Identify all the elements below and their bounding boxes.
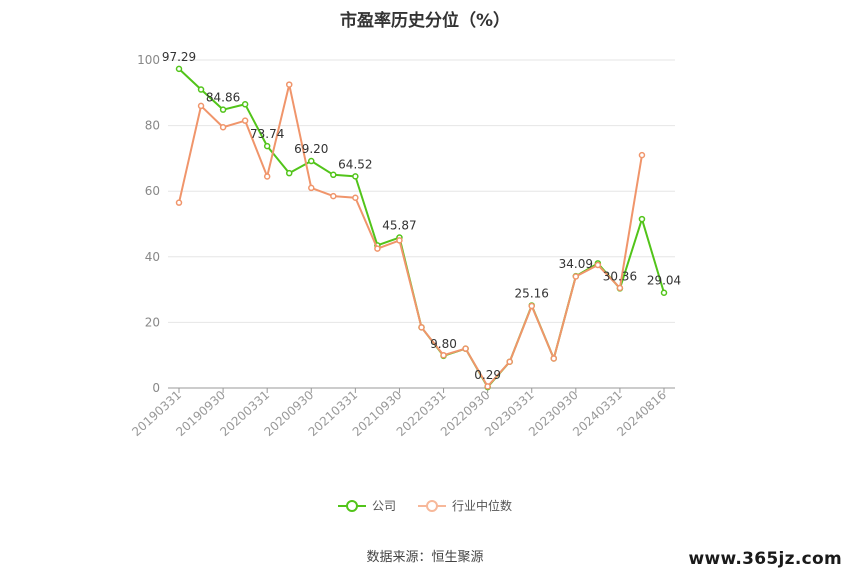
industry-median-series-point (197, 102, 205, 110)
y-tick-label: 40 (145, 250, 160, 264)
industry-median-series-point (285, 81, 293, 88)
company-series-point (330, 171, 337, 179)
industry-median-series-point (308, 184, 315, 192)
data-label: 45.87 (382, 219, 416, 233)
industry-median-series-point (572, 273, 580, 280)
watermark: www.365jz.com (688, 549, 842, 569)
industry-median-series-point (528, 302, 535, 310)
data-labels: 97.29 84.86 73.74 69.20 64.52 45.87 9.80 0.29 25… (162, 50, 681, 382)
industry-median-series-point (484, 383, 491, 390)
legend-swatch-company (337, 499, 366, 513)
industry-median-series-point (616, 284, 624, 292)
industry-median-series-point (330, 192, 337, 200)
industry-median-series-point (352, 194, 359, 202)
y-tick-label: 80 (145, 119, 160, 133)
industry-median-series-point (374, 245, 381, 252)
data-source: 数据来源：恒生聚源 (366, 550, 484, 565)
company-series-point (175, 65, 183, 73)
industry-median-series-line (178, 83, 643, 388)
data-label: 64.52 (338, 157, 372, 171)
industry-median-series-point (418, 324, 425, 331)
industry-median-series-point (241, 117, 249, 124)
data-label: 0.29 (474, 368, 501, 382)
company-series-point (285, 169, 293, 177)
industry-median-series-point (506, 358, 513, 366)
company-series-point (241, 101, 249, 108)
industry-median-series-point (440, 351, 447, 359)
data-label: 73.74 (250, 127, 284, 141)
y-tick-label: 0 (152, 381, 160, 395)
company-series-line (178, 68, 665, 389)
industry-median-series-point (263, 173, 271, 180)
company-series-point (352, 173, 359, 180)
industry-median-series-point (219, 123, 227, 131)
legend-item-industry-median[interactable]: 行业中位数 (418, 497, 512, 514)
data-label: 84.86 (206, 91, 240, 105)
chart-title: 市盈率历史分位（%） (339, 11, 511, 31)
data-label: 25.16 (515, 286, 549, 300)
company-series-point (219, 106, 227, 113)
data-label: 97.29 (162, 50, 196, 64)
data-label: 30.36 (603, 269, 637, 283)
legend-swatch-industry-median (418, 499, 446, 513)
y-tick-label: 100 (137, 53, 160, 67)
legend-item-company[interactable]: 公司 (337, 497, 396, 514)
industry-median-series-point (462, 345, 469, 352)
legend-label-company: 公司 (371, 499, 396, 513)
data-label: 29.04 (647, 274, 681, 288)
legend-label-industry-median: 行业中位数 (452, 499, 513, 513)
y-tick-label: 20 (145, 315, 160, 329)
y-tick-label: 60 (145, 184, 160, 198)
industry-median-series-point (594, 261, 602, 269)
industry-median-series-point (638, 151, 646, 159)
company-series-point (308, 157, 315, 165)
company-series-point (660, 289, 668, 296)
company-series-point (197, 86, 205, 93)
grid-lines (168, 59, 675, 323)
series-layer (175, 65, 668, 391)
industry-median-series-point (396, 237, 403, 244)
legend: 公司 行业中位数 (0, 497, 850, 514)
industry-median-series-point (550, 355, 558, 362)
company-series-point (263, 142, 271, 150)
data-label: 34.09 (559, 257, 593, 271)
data-label: 9.80 (430, 337, 457, 351)
industry-median-series-point (175, 199, 183, 206)
data-label: 69.20 (294, 142, 328, 156)
company-series-point (638, 215, 646, 223)
